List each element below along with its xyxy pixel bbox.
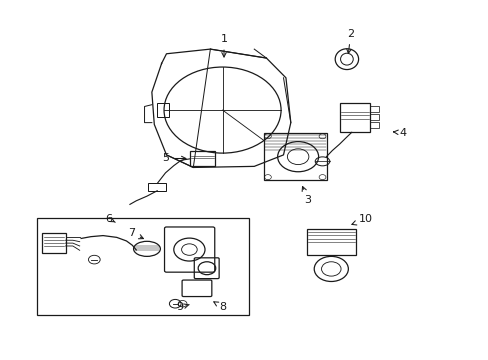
Text: 6: 6 <box>105 214 115 224</box>
Bar <box>189 151 215 166</box>
Text: 5: 5 <box>162 153 185 163</box>
Bar <box>369 122 378 128</box>
Text: 2: 2 <box>346 29 354 53</box>
Text: 9: 9 <box>176 302 189 312</box>
Text: 1: 1 <box>220 35 227 57</box>
Text: 4: 4 <box>393 128 406 138</box>
Bar <box>37 218 249 315</box>
Text: 3: 3 <box>302 186 311 205</box>
Bar <box>306 229 355 255</box>
Text: 10: 10 <box>351 215 372 225</box>
Bar <box>148 183 166 191</box>
Bar <box>369 114 378 120</box>
Text: 8: 8 <box>213 302 226 312</box>
Bar <box>264 134 327 180</box>
Text: 7: 7 <box>127 228 143 239</box>
Bar <box>157 103 168 117</box>
Bar <box>42 233 65 253</box>
Bar <box>369 107 378 112</box>
Bar <box>339 103 369 132</box>
